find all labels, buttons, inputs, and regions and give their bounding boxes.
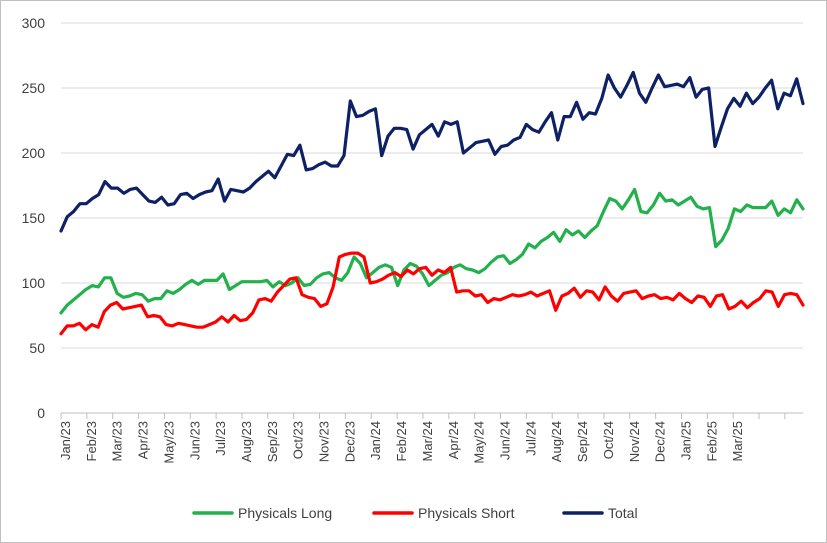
legend-label-total: Total [608,505,638,521]
y-tick-label: 50 [29,340,45,356]
x-tick-label: Dec/24 [653,421,668,462]
x-tick-label: Nov/23 [317,421,332,462]
x-tick-label: Sep/24 [575,421,590,462]
x-tick-label: Feb/23 [84,421,99,461]
legend-label-physicals-long: Physicals Long [238,505,332,521]
x-tick-label: Jul/24 [523,421,538,456]
y-tick-label: 250 [22,80,46,96]
x-tick-label: Sep/23 [265,421,280,462]
y-tick-label: 300 [22,15,46,31]
x-tick-label: Jan/25 [678,421,693,460]
x-tick-label: Nov/24 [627,421,642,462]
gridlines [61,22,803,349]
legend: Physicals Long Physicals Short Total [192,505,638,521]
x-tick-label: May/24 [472,421,487,464]
x-tick-label: Aug/23 [239,421,254,462]
x-tick-label: Jul/23 [213,421,228,456]
x-tick-label: Mar/25 [730,421,745,461]
y-tick-label: 200 [22,145,46,161]
series-line-physicals-long [59,187,805,315]
x-tick-label: Dec/23 [342,421,357,462]
x-tick-label: Jan/23 [58,421,73,460]
x-tick-label: Jan/24 [368,421,383,460]
x-tick-label: Apr/23 [136,421,151,459]
x-tick-label: Aug/24 [549,421,564,462]
x-tick-label: May/23 [161,421,176,464]
y-axis: 0 50 100 150 200 250 300 [22,15,46,421]
y-tick-label: 0 [37,405,45,421]
series-line-total [59,70,805,233]
x-tick-label: Mar/23 [110,421,125,461]
x-tick-label: Jun/24 [498,421,513,460]
x-tick-label: Mar/24 [420,421,435,461]
x-tick-label: Oct/24 [601,421,616,459]
x-axis: Jan/23 Feb/23 Mar/23 Apr/23 May/23 Jun/23 Jul/… [58,412,803,464]
x-tick-label: Apr/24 [446,421,461,459]
series-line-physicals-short [59,251,805,336]
y-tick-label: 100 [22,275,46,291]
x-tick-label: Oct/23 [291,421,306,459]
x-tick-label: Feb/24 [394,421,409,461]
legend-label-physicals-short: Physicals Short [418,505,515,521]
y-tick-label: 150 [22,210,46,226]
series-lines [59,70,805,336]
x-tick-label: Jun/23 [187,421,202,460]
x-tick-label: Feb/25 [704,421,719,461]
